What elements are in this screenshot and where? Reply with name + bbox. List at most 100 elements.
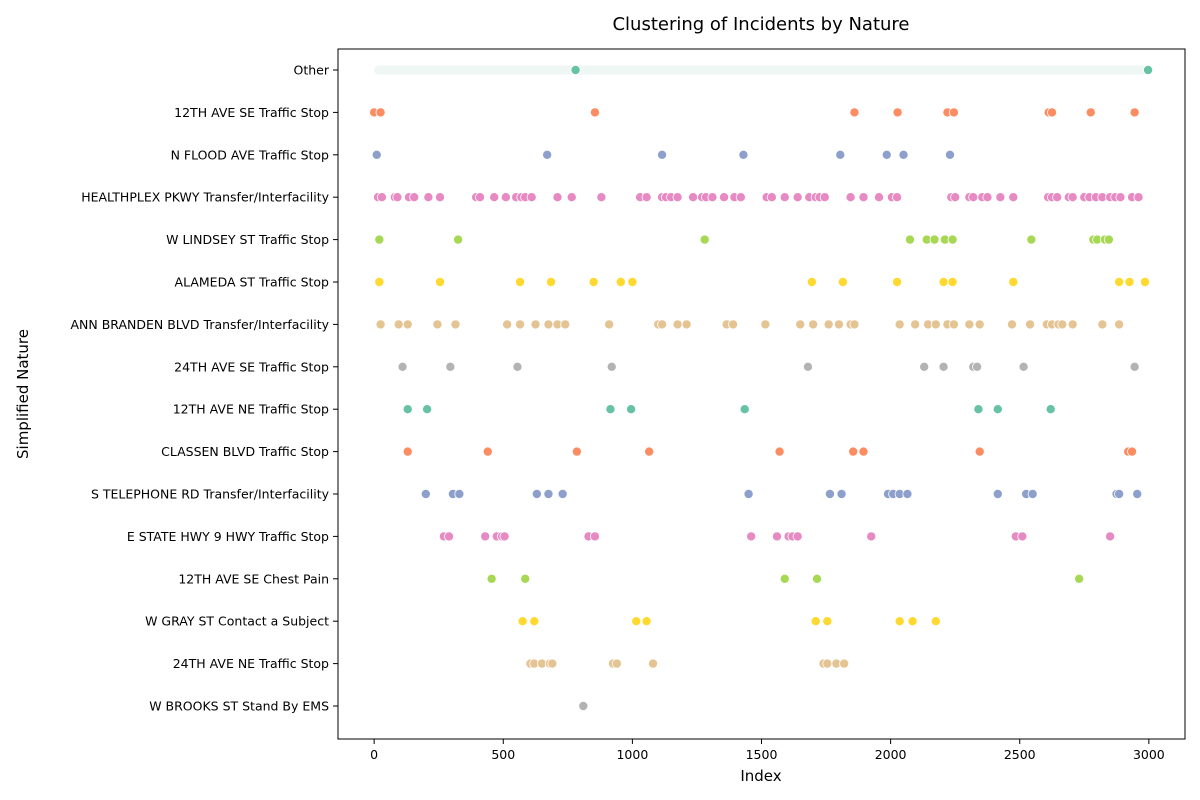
data-point xyxy=(657,319,668,330)
data-point xyxy=(802,361,813,372)
data-point xyxy=(435,276,446,287)
data-point xyxy=(835,149,846,160)
data-point xyxy=(588,276,599,287)
data-point xyxy=(823,319,834,330)
data-point xyxy=(771,531,782,542)
data-point xyxy=(873,192,884,203)
data-point xyxy=(543,488,554,499)
data-point xyxy=(845,192,856,203)
data-point xyxy=(681,319,692,330)
data-point xyxy=(445,361,456,372)
data-point xyxy=(894,616,905,627)
data-point xyxy=(570,65,581,76)
data-point xyxy=(611,658,622,669)
data-point xyxy=(892,276,903,287)
data-point xyxy=(1097,319,1108,330)
data-point xyxy=(605,404,616,415)
data-point xyxy=(858,192,869,203)
data-point xyxy=(423,192,434,203)
data-point xyxy=(1057,319,1068,330)
data-point xyxy=(560,319,571,330)
data-point xyxy=(992,488,1003,499)
data-point xyxy=(1114,319,1125,330)
data-point xyxy=(739,404,750,415)
data-point xyxy=(631,616,642,627)
data-point xyxy=(902,488,913,499)
data-point xyxy=(1114,276,1125,287)
data-point xyxy=(1006,319,1017,330)
data-point xyxy=(515,276,526,287)
data-point xyxy=(543,319,554,330)
data-point xyxy=(808,319,819,330)
data-point xyxy=(1105,531,1116,542)
data-point xyxy=(1067,319,1078,330)
data-point xyxy=(393,319,404,330)
x-axis-label: Index xyxy=(740,767,781,785)
data-point xyxy=(822,616,833,627)
data-point xyxy=(526,192,537,203)
data-points xyxy=(369,65,1154,712)
data-point xyxy=(512,361,523,372)
data-point xyxy=(529,616,540,627)
data-point xyxy=(849,319,860,330)
data-point xyxy=(606,361,617,372)
data-point xyxy=(1129,361,1140,372)
data-point xyxy=(435,192,446,203)
data-point xyxy=(557,488,568,499)
data-point xyxy=(644,446,655,457)
data-point xyxy=(795,319,806,330)
data-point xyxy=(964,319,975,330)
data-point xyxy=(833,319,844,330)
plot-area xyxy=(337,48,1186,740)
data-point xyxy=(530,319,541,330)
data-point xyxy=(515,319,526,330)
y-axis-ticks: Other 12TH AVE SE Traffic Stop N FLOOD AVE… xyxy=(70,63,338,714)
data-point xyxy=(432,319,443,330)
data-point xyxy=(589,107,600,118)
data-point xyxy=(945,149,956,160)
data-point xyxy=(657,149,668,160)
data-point xyxy=(578,701,589,712)
data-point xyxy=(766,192,777,203)
data-point xyxy=(824,488,835,499)
data-point xyxy=(837,276,848,287)
data-point xyxy=(1074,573,1085,584)
y-tick-label: 12TH AVE SE Traffic Stop xyxy=(174,105,329,120)
data-point xyxy=(589,531,600,542)
data-point xyxy=(626,404,637,415)
data-point xyxy=(907,616,918,627)
data-point xyxy=(420,488,431,499)
y-tick-label: ANN BRANDEN BLVD Transfer/Interfacility xyxy=(70,317,329,332)
data-point xyxy=(779,573,790,584)
data-point xyxy=(482,446,493,457)
data-point xyxy=(948,107,959,118)
data-point xyxy=(641,616,652,627)
data-point xyxy=(672,192,683,203)
data-point xyxy=(974,446,985,457)
data-point xyxy=(1115,192,1126,203)
data-point xyxy=(746,531,757,542)
data-point xyxy=(1027,488,1038,499)
data-point xyxy=(1047,107,1058,118)
data-point xyxy=(992,404,1003,415)
x-tick-label: 500 xyxy=(491,747,515,762)
data-point xyxy=(930,319,941,330)
y-tick-label: 24TH AVE SE Traffic Stop xyxy=(174,359,329,374)
data-point xyxy=(938,276,949,287)
data-point xyxy=(627,276,638,287)
data-point xyxy=(1129,107,1140,118)
data-point xyxy=(929,234,940,245)
data-point xyxy=(774,446,785,457)
data-point xyxy=(475,192,486,203)
data-point xyxy=(409,192,420,203)
y-tick-label: N FLOOD AVE Traffic Stop xyxy=(171,147,329,162)
data-point xyxy=(500,192,511,203)
data-point xyxy=(1143,65,1154,76)
data-point xyxy=(1026,234,1037,245)
data-point xyxy=(615,276,626,287)
data-point xyxy=(938,361,949,372)
x-tick-label: 3000 xyxy=(1133,747,1165,762)
data-point xyxy=(520,573,531,584)
data-point xyxy=(1124,276,1135,287)
